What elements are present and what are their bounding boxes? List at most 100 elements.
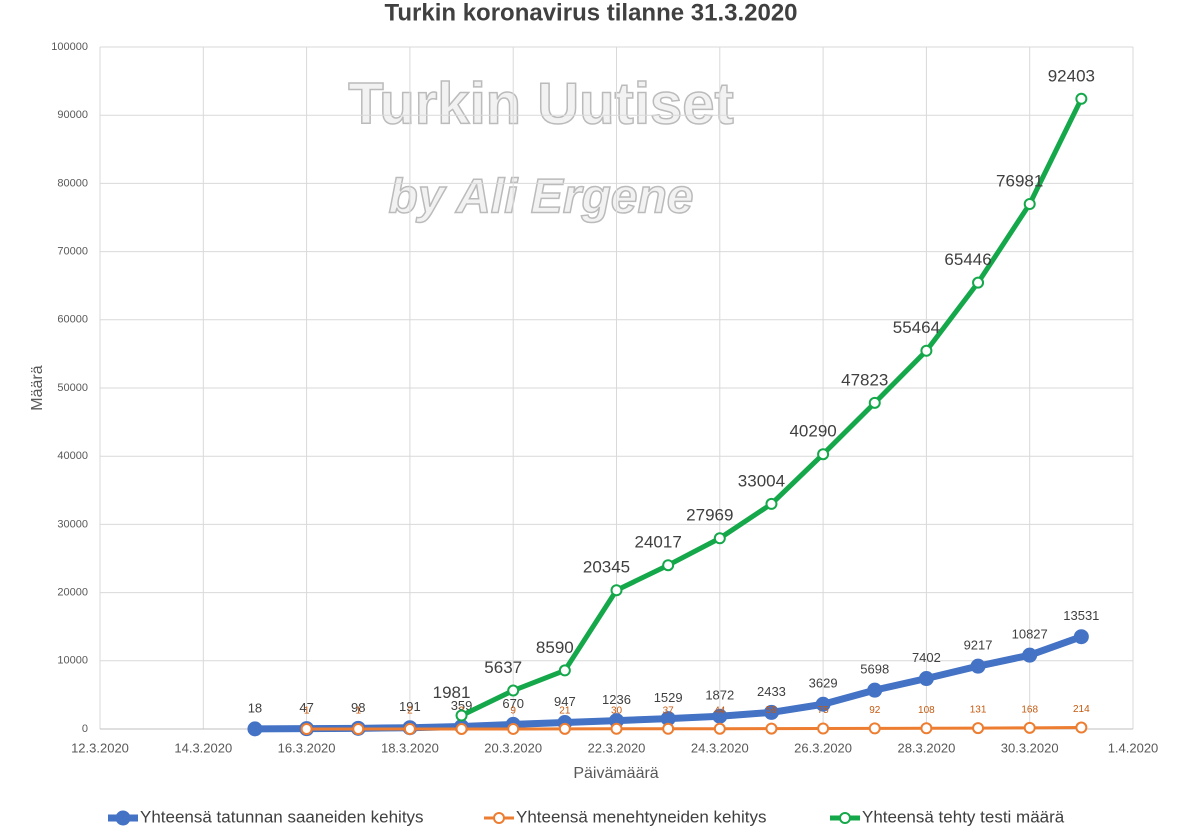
data-label: 47823 — [841, 370, 888, 389]
marker — [763, 704, 779, 720]
x-tick-label: 14.3.2020 — [174, 740, 232, 755]
y-axis-label: Määrä — [29, 365, 46, 410]
x-tick-label: 22.3.2020 — [588, 740, 646, 755]
series-line — [306, 726, 1082, 731]
y-tick-label: 50000 — [57, 382, 88, 394]
marker — [920, 722, 933, 735]
data-label: 108 — [918, 705, 935, 716]
data-label: 59 — [766, 705, 778, 716]
marker — [1022, 647, 1038, 663]
data-label: 75 — [818, 705, 830, 716]
x-tick-label: 16.3.2020 — [278, 740, 336, 755]
y-tick-label: 80000 — [57, 177, 88, 189]
marker — [867, 682, 883, 698]
marker — [1023, 197, 1036, 210]
marker — [868, 722, 881, 735]
watermark: Turkin Uutiset — [348, 71, 734, 136]
watermark: by Ali Ergene — [389, 171, 694, 224]
data-label: 2 — [407, 706, 413, 717]
legend-marker — [115, 810, 131, 826]
marker — [972, 276, 985, 289]
data-label: 37 — [663, 705, 675, 716]
data-label: 8590 — [536, 638, 574, 657]
y-tick-label: 100000 — [51, 41, 88, 53]
marker — [558, 722, 571, 735]
marker — [868, 396, 881, 409]
data-label: 670 — [502, 696, 524, 711]
marker — [403, 722, 416, 735]
data-label: 55464 — [893, 318, 940, 337]
x-tick-label: 30.3.2020 — [1001, 740, 1059, 755]
marker — [765, 722, 778, 735]
data-label: 9217 — [964, 638, 993, 653]
data-label: 1981 — [433, 683, 471, 702]
data-label: 92 — [869, 705, 881, 716]
marker — [610, 722, 623, 735]
data-label: 13531 — [1063, 608, 1099, 623]
marker — [1075, 92, 1088, 105]
marker — [455, 722, 468, 735]
data-label: 214 — [1073, 704, 1090, 715]
marker — [558, 664, 571, 677]
marker — [610, 584, 623, 597]
y-tick-label: 0 — [82, 723, 88, 735]
y-tick-label: 60000 — [57, 314, 88, 326]
data-label: 1872 — [705, 688, 734, 703]
data-label: 47 — [299, 700, 313, 715]
data-label: 44 — [714, 705, 726, 716]
marker — [507, 684, 520, 697]
y-tick-label: 10000 — [57, 655, 88, 667]
marker — [352, 722, 365, 735]
data-label: 20345 — [583, 558, 630, 577]
data-label: 98 — [351, 700, 365, 715]
marker — [662, 559, 675, 572]
data-label: 7402 — [912, 650, 941, 665]
data-label: 40290 — [789, 422, 836, 441]
x-tick-label: 1.4.2020 — [1108, 740, 1159, 755]
x-tick-label: 20.3.2020 — [484, 740, 542, 755]
marker — [300, 722, 313, 735]
marker — [247, 721, 263, 737]
legend-label: Yhteensä menehtyneiden kehitys — [516, 807, 766, 826]
data-label: 3629 — [809, 676, 838, 691]
marker — [662, 722, 675, 735]
marker — [765, 497, 778, 510]
y-tick-label: 40000 — [57, 450, 88, 462]
data-label: 1529 — [654, 690, 683, 705]
data-label: 1 — [355, 706, 361, 717]
marker — [972, 722, 985, 735]
data-label: 76981 — [996, 171, 1043, 190]
data-label: 92403 — [1048, 66, 1095, 85]
marker — [507, 722, 520, 735]
series: 1123921303744597592108131168214 — [300, 704, 1090, 735]
y-tick-label: 70000 — [57, 246, 88, 258]
legend-label: Yhteensä tehty testi määrä — [862, 807, 1065, 826]
legend-label: Yhteensä tatunnan saaneiden kehitys — [140, 807, 424, 826]
data-label: 24017 — [635, 533, 682, 552]
chart-title: Turkin koronavirus tilanne 31.3.2020 — [384, 0, 797, 26]
marker — [815, 696, 831, 712]
marker — [970, 658, 986, 674]
data-label: 27969 — [686, 506, 733, 525]
x-tick-label: 28.3.2020 — [897, 740, 955, 755]
data-label: 168 — [1021, 704, 1038, 715]
data-label: 2433 — [757, 684, 786, 699]
data-label: 131 — [970, 705, 987, 716]
x-tick-label: 26.3.2020 — [794, 740, 852, 755]
data-label: 21 — [559, 705, 571, 716]
data-label: 191 — [399, 699, 421, 714]
data-label: 18 — [248, 700, 262, 715]
data-label: 5637 — [484, 658, 522, 677]
marker — [1023, 721, 1036, 734]
y-tick-label: 20000 — [57, 587, 88, 599]
marker — [920, 344, 933, 357]
marker — [455, 709, 468, 722]
data-label: 359 — [451, 698, 473, 713]
y-tick-label: 90000 — [57, 109, 88, 121]
data-label: 30 — [611, 705, 623, 716]
marker — [918, 671, 934, 687]
data-label: 5698 — [860, 662, 889, 677]
marker — [1075, 721, 1088, 734]
